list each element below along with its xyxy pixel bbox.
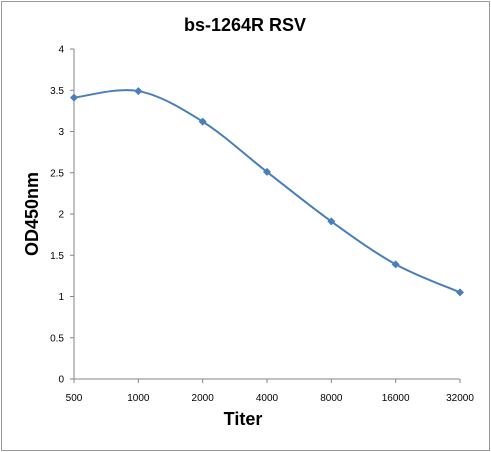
data-point-marker: [263, 167, 271, 176]
x-tick-label: 2000: [192, 393, 215, 404]
y-tick-label: 0.5: [50, 333, 64, 344]
x-tick-label: 500: [66, 393, 83, 404]
data-point-marker: [327, 217, 336, 226]
x-tick-label: 1000: [127, 393, 150, 404]
data-point-marker: [456, 288, 464, 297]
y-tick-label: 4: [58, 45, 64, 56]
x-tick-label: 4000: [256, 393, 279, 404]
x-axis-title: Titer: [224, 409, 263, 429]
data-point-marker: [134, 87, 143, 96]
y-tick-group: 0 0.5 1 1.5 2 2.5 3 3.5 4: [50, 45, 74, 386]
x-tick-group: 500 1000 2000 4000 8000 16000 32000: [66, 379, 474, 404]
y-tick-label: 1: [58, 292, 64, 303]
x-tick-label: 8000: [320, 393, 343, 404]
x-tick-label: 16000: [382, 393, 410, 404]
y-tick-label: 1.5: [50, 251, 64, 262]
y-tick-label: 2: [58, 210, 64, 221]
data-point-marker: [70, 93, 78, 102]
data-point-marker: [198, 117, 207, 126]
data-point-marker: [391, 260, 400, 269]
series-line: [73, 89, 461, 294]
marker-group: [70, 87, 464, 297]
chart-title: bs-1264R RSV: [184, 15, 306, 35]
y-tick-label: 3: [58, 127, 64, 138]
x-tick-label: 32000: [446, 393, 474, 404]
y-axis-title: OD450nm: [22, 172, 42, 256]
y-tick-label: 3.5: [50, 86, 64, 97]
y-tick-label: 2.5: [50, 168, 64, 179]
y-tick-label: 0: [58, 375, 64, 386]
